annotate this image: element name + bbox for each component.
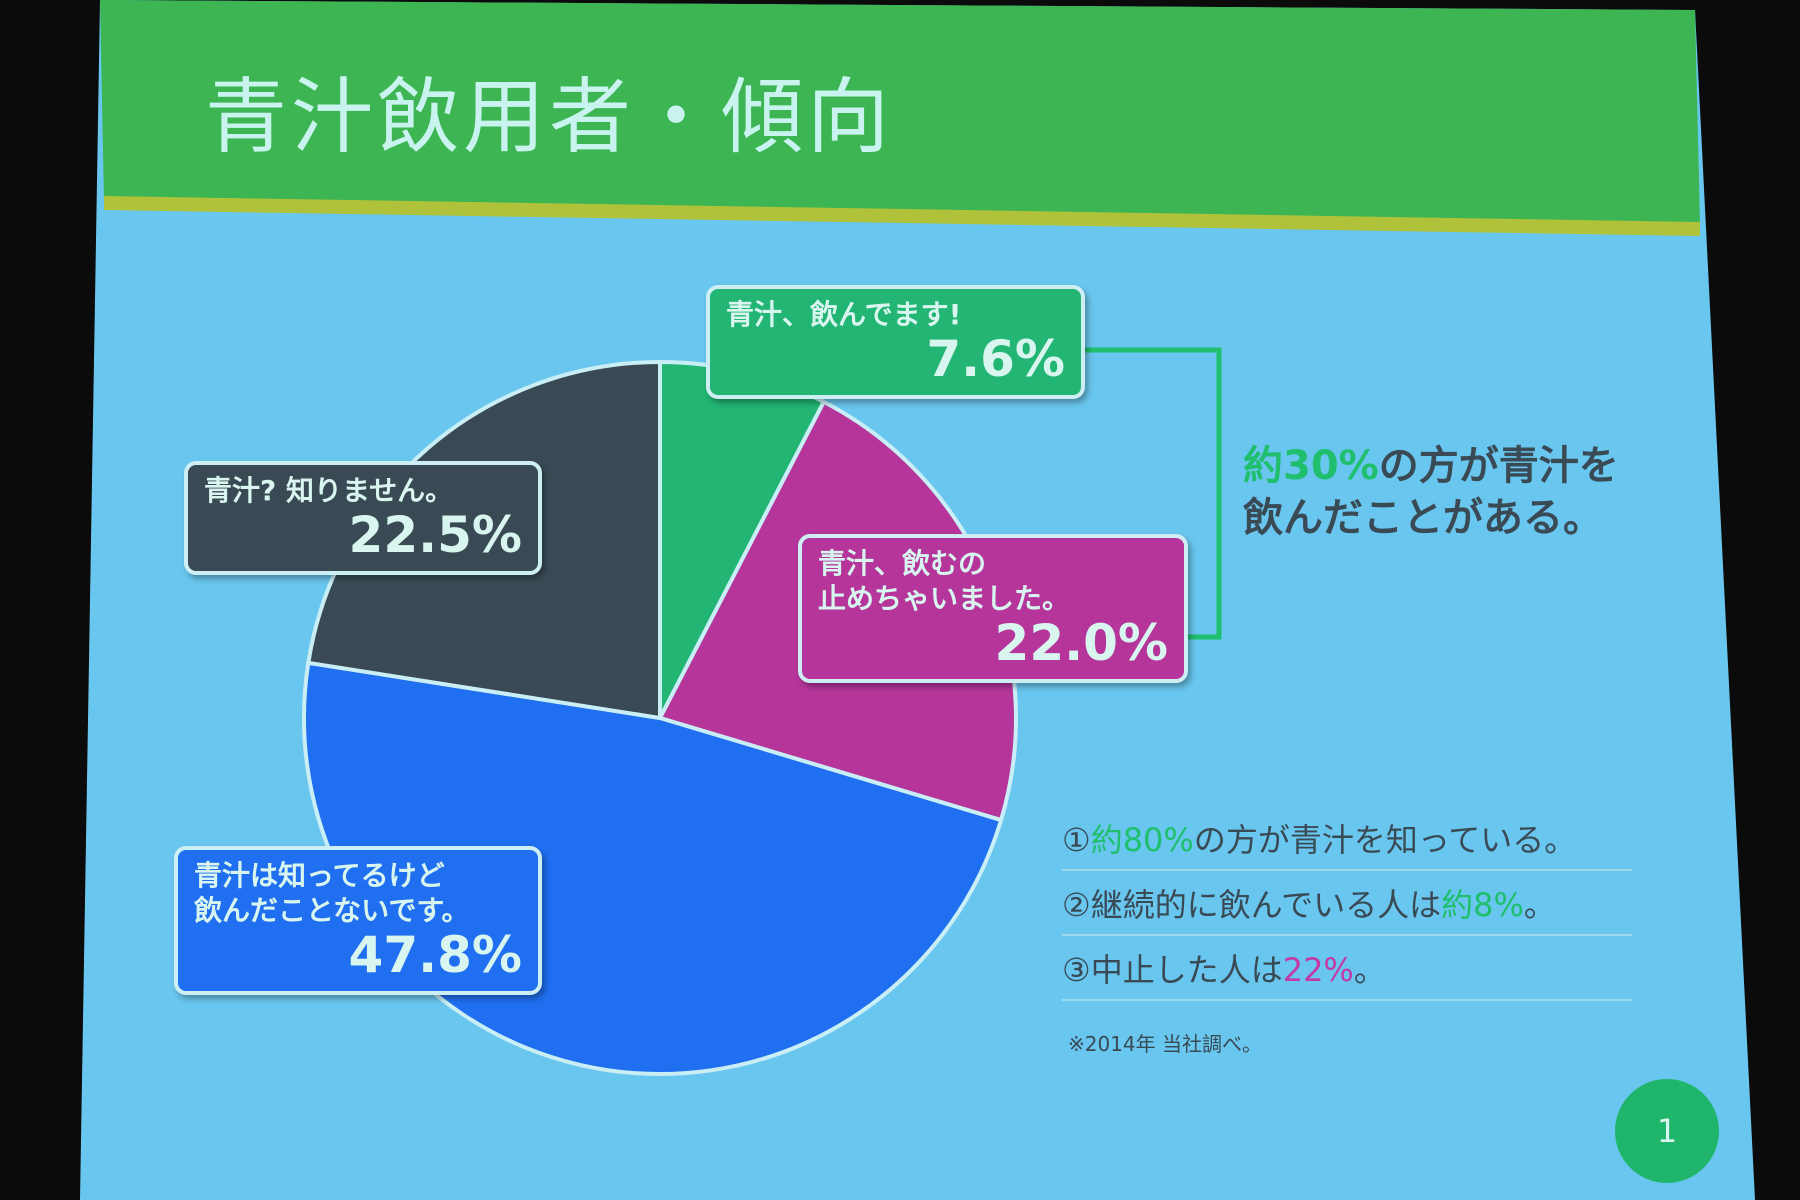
text-segment: 約80% [1090,821,1194,859]
text-segment: 22% [1282,951,1354,989]
value-label: 47.8% [348,926,522,984]
category-label: 青汁は知ってるけど 飲んだことないです。 [194,859,470,927]
slice-label: 青汁? 知りません。 22.5% [184,461,542,575]
text-segment: の方が青汁を知っている。 [1193,821,1577,859]
text-segment: ②継続的に飲んでいる人は [1062,886,1442,924]
value-label: 7.6% [926,330,1065,388]
bracket [1085,347,1222,640]
header-stripe [104,196,1700,236]
text-segment: 約8% [1441,886,1524,924]
slice-label: 青汁は知ってるけど 飲んだことないです。 47.8% [174,846,542,995]
note: ②継続的に飲んでいる人は約8%。 [1062,880,1632,936]
annotation: 約30%の方が青汁を 飲んだことがある。 [1243,440,1619,544]
category-label: 青汁、飲んでます! [726,298,962,331]
page-number: 1 [1615,1079,1719,1183]
text-segment: 。 [1523,886,1556,924]
category-label: 青汁、飲むの 止めちゃいました。 [818,547,1071,615]
note: ①約80%の方が青汁を知っている。 [1062,815,1632,871]
text-segment: 。 [1353,951,1386,989]
category-label: 青汁? 知りません。 [204,474,454,507]
text-segment: の方が青汁を 飲んだことがある。 [1243,443,1619,541]
note: ③中止した人は22%。 [1062,945,1632,1001]
text-segment: ③中止した人は [1062,951,1283,989]
value-label: 22.5% [348,506,522,564]
slice-label: 青汁、飲んでます! 7.6% [706,285,1085,399]
text-segment: ① [1062,821,1091,859]
slice-label: 青汁、飲むの 止めちゃいました。 22.0% [798,534,1188,683]
header-bar [100,0,1700,225]
slide-title: 青汁飲用者・傾向 [205,70,894,165]
footnote: ※2014年 当社調べ。 [1068,1032,1263,1056]
value-label: 22.0% [994,614,1168,672]
text-segment: 約30% [1243,443,1379,489]
